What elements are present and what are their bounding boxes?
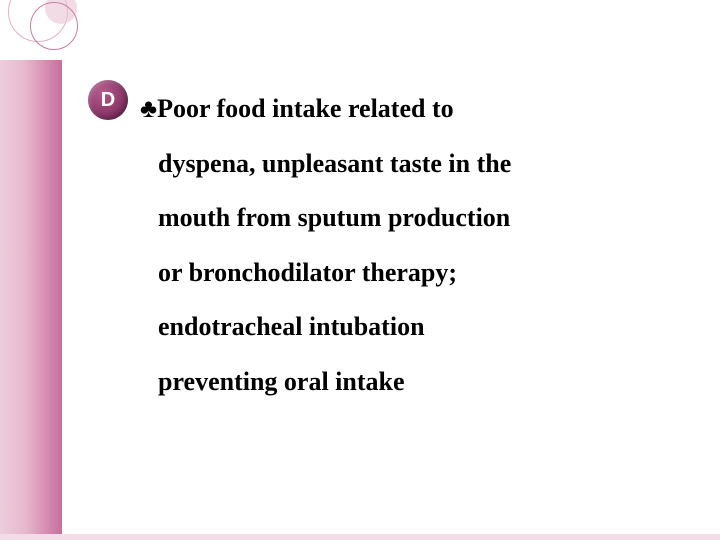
club-icon: ♣ [140, 94, 157, 123]
bullet-letter: D [101, 89, 115, 112]
bottom-band [0, 534, 720, 540]
text-line: or bronchodilator therapy; [140, 246, 680, 301]
decor-circle [30, 2, 78, 50]
content-text: ♣Poor food intake related to dyspena, un… [140, 82, 680, 410]
text-line: dyspena, unpleasant taste in the [140, 137, 680, 192]
sidebar-gradient [0, 60, 62, 540]
text-line: preventing oral intake [140, 355, 680, 410]
line-text: Poor food intake related to [157, 94, 454, 123]
slide: D ♣Poor food intake related to dyspena, … [0, 0, 720, 540]
text-line: endotracheal intubation [140, 300, 680, 355]
text-line: mouth from sputum production [140, 191, 680, 246]
text-line: ♣Poor food intake related to [140, 82, 680, 137]
bullet-badge: D [88, 80, 128, 120]
